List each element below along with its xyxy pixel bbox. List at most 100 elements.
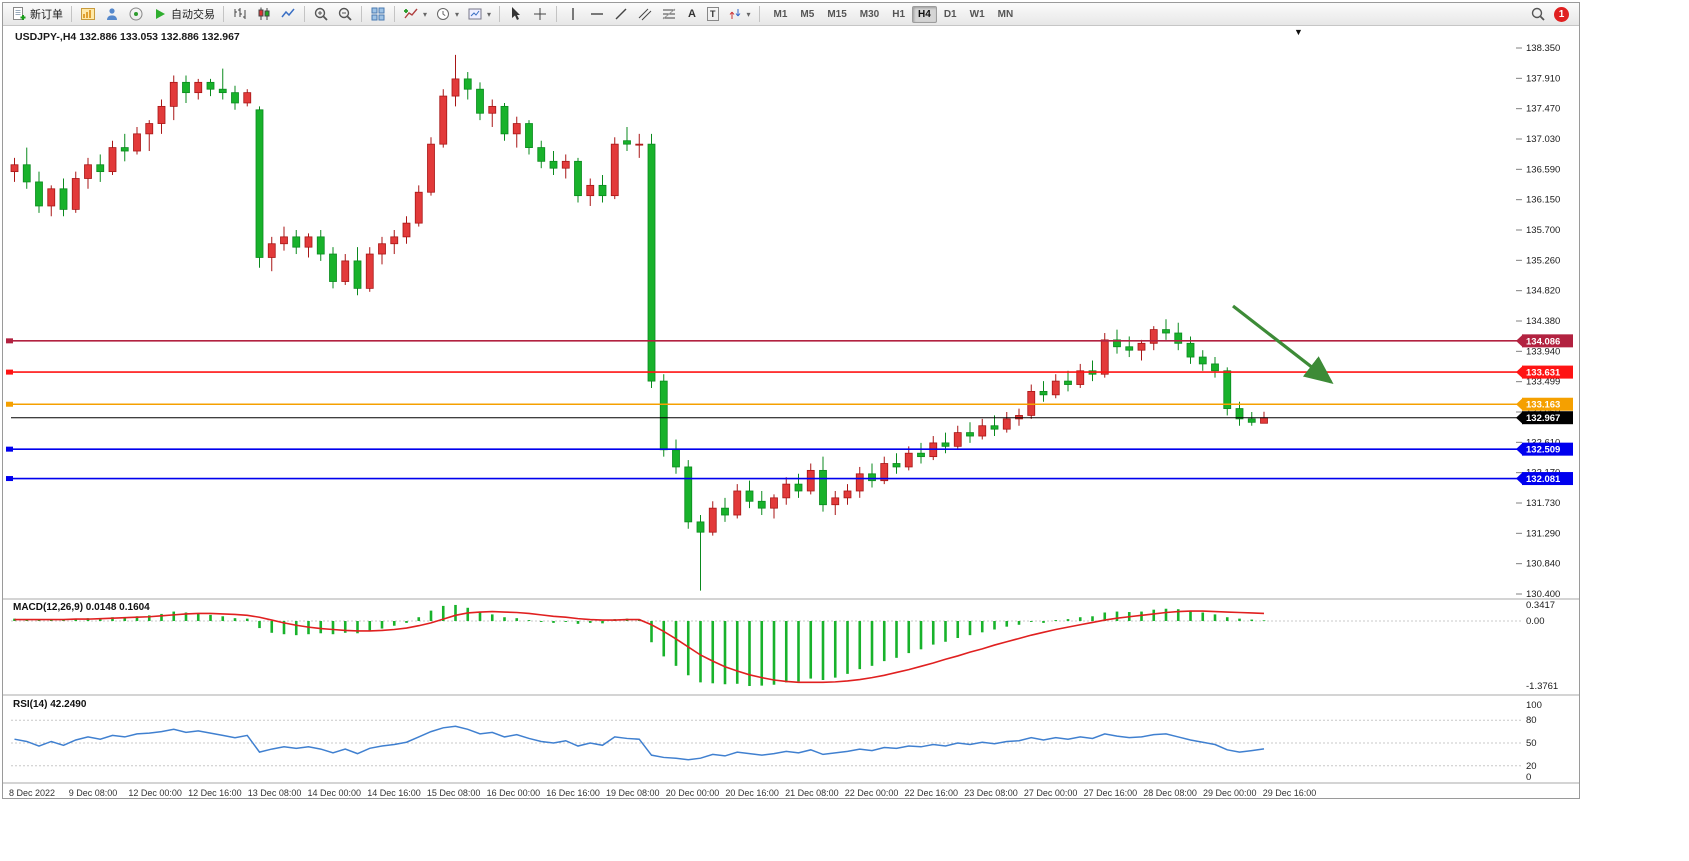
timeframe-group: M1 M5 M15 M30 H1 H4 D1 W1 MN bbox=[768, 5, 1020, 23]
candle bbox=[206, 81, 215, 90]
candle bbox=[1002, 418, 1011, 430]
price-tag: 132.509 bbox=[1526, 445, 1560, 456]
timeframe-button-d1[interactable]: D1 bbox=[943, 8, 957, 20]
candle bbox=[255, 109, 264, 258]
cursor-tool-button[interactable] bbox=[504, 4, 528, 24]
toolbar-separator bbox=[223, 6, 224, 22]
chart-menu-arrow-icon[interactable]: ▼ bbox=[1294, 27, 1303, 37]
candle bbox=[635, 143, 644, 146]
new-order-button[interactable]: 新订单 bbox=[7, 4, 67, 24]
timeframe-button-h1[interactable]: H1 bbox=[892, 8, 906, 20]
candle bbox=[439, 95, 448, 145]
timeframe-button-m1[interactable]: M1 bbox=[773, 8, 788, 20]
candle bbox=[157, 105, 166, 124]
cursor-icon bbox=[512, 7, 521, 20]
vertical-line-tool-button[interactable] bbox=[561, 4, 585, 24]
candle bbox=[1149, 329, 1158, 344]
horizontal-lines[interactable] bbox=[6, 338, 1521, 482]
hline-left-marker bbox=[6, 401, 13, 407]
profiles-button[interactable] bbox=[100, 4, 124, 24]
time-axis-label: 8 Dec 2022 bbox=[9, 788, 55, 798]
candle bbox=[708, 507, 717, 533]
candle bbox=[966, 432, 974, 437]
chevron-down-icon: ▾ bbox=[455, 9, 460, 19]
price-axis-label: 137.470 bbox=[1526, 104, 1560, 115]
crosshair-tool-button[interactable] bbox=[528, 4, 552, 24]
rsi-line bbox=[14, 725, 1265, 761]
text-label-tool-button[interactable]: T bbox=[703, 4, 723, 24]
timeframe-button-m15[interactable]: M15 bbox=[827, 8, 847, 20]
candle bbox=[329, 253, 337, 282]
candle bbox=[218, 88, 227, 94]
charts-button[interactable] bbox=[76, 4, 100, 24]
channel-tool-button[interactable] bbox=[633, 4, 657, 24]
candle bbox=[843, 490, 852, 499]
price-tag: 133.163 bbox=[1526, 400, 1560, 411]
candle bbox=[280, 236, 288, 245]
timeframe-button-w1[interactable]: W1 bbox=[969, 8, 985, 20]
line-chart-button[interactable] bbox=[276, 4, 300, 24]
market-watch-button[interactable] bbox=[124, 4, 148, 24]
toolbar-separator bbox=[758, 6, 760, 22]
text-tool-button[interactable]: A bbox=[681, 4, 703, 24]
candle bbox=[696, 521, 705, 533]
search-icon[interactable] bbox=[1530, 6, 1546, 22]
time-axis-label: 21 Dec 08:00 bbox=[785, 788, 839, 798]
candle bbox=[133, 133, 141, 152]
chart-canvas[interactable]: 138.350 137.910 137.470 137.030 136.590 136.1… bbox=[3, 26, 1579, 799]
fibonacci-tool-button[interactable] bbox=[657, 4, 681, 24]
candle bbox=[1247, 418, 1256, 423]
templates-button[interactable]: ▾ bbox=[463, 4, 495, 24]
candle bbox=[770, 497, 778, 509]
price-tags: 134.086 133.631 133.163 132.967 132.509 132.0… bbox=[1516, 334, 1573, 486]
timeframe-button-m30[interactable]: M30 bbox=[859, 8, 880, 20]
indicators-button[interactable]: ▾ bbox=[399, 4, 431, 24]
indicator-levels bbox=[11, 620, 1521, 767]
price-axis-label: 137.910 bbox=[1526, 73, 1560, 84]
candle bbox=[1223, 370, 1232, 409]
candle bbox=[904, 452, 913, 468]
time-axis-label: 14 Dec 00:00 bbox=[308, 788, 362, 798]
timeframe-button-mn[interactable]: MN bbox=[997, 8, 1014, 20]
candle bbox=[917, 452, 925, 458]
candle bbox=[1235, 408, 1244, 420]
time-axis-label: 20 Dec 00:00 bbox=[666, 788, 720, 798]
timeframe-button-m5[interactable]: M5 bbox=[800, 8, 815, 20]
notification-badge[interactable]: 1 bbox=[1554, 6, 1569, 22]
arrows-tool-button[interactable]: ▾ bbox=[723, 4, 755, 24]
toolbar-separator bbox=[304, 6, 305, 22]
timeframe-button-h4[interactable]: H4 bbox=[912, 5, 937, 23]
zoom-in-button[interactable] bbox=[309, 4, 333, 24]
macd-signal-line bbox=[14, 610, 1265, 684]
time-axis-label: 9 Dec 08:00 bbox=[69, 788, 118, 798]
macd-scale-label: 0.3417 bbox=[1526, 600, 1555, 611]
candlestick-chart-button[interactable] bbox=[252, 4, 276, 24]
candle bbox=[782, 483, 791, 499]
trend-arrow[interactable] bbox=[1232, 304, 1334, 384]
tile-windows-button[interactable] bbox=[366, 4, 390, 24]
periods-button[interactable]: ▾ bbox=[431, 4, 463, 24]
time-axis-label: 16 Dec 00:00 bbox=[487, 788, 541, 798]
candle bbox=[476, 88, 484, 114]
bar-chart-button[interactable] bbox=[228, 4, 252, 24]
candle bbox=[745, 490, 754, 502]
autotrading-button[interactable]: 自动交易 bbox=[148, 4, 219, 24]
time-axis-label: 29 Dec 16:00 bbox=[1263, 788, 1317, 798]
candle bbox=[316, 236, 325, 255]
price-axis-label: 134.820 bbox=[1526, 286, 1560, 297]
zoom-out-icon bbox=[338, 7, 352, 21]
horizontal-line-tool-button[interactable] bbox=[585, 4, 609, 24]
candlestick-icon bbox=[258, 7, 270, 20]
candle bbox=[182, 81, 190, 94]
candle bbox=[574, 160, 582, 197]
candle bbox=[1198, 356, 1207, 365]
trendline-tool-button[interactable] bbox=[609, 4, 633, 24]
candle bbox=[35, 181, 43, 207]
zoom-out-button[interactable] bbox=[333, 4, 357, 24]
candle bbox=[169, 81, 178, 107]
candle bbox=[684, 466, 693, 523]
price-axis-label: 135.260 bbox=[1526, 255, 1560, 266]
time-axis-label: 28 Dec 08:00 bbox=[1143, 788, 1197, 798]
candle bbox=[672, 449, 680, 468]
candle bbox=[304, 236, 313, 248]
